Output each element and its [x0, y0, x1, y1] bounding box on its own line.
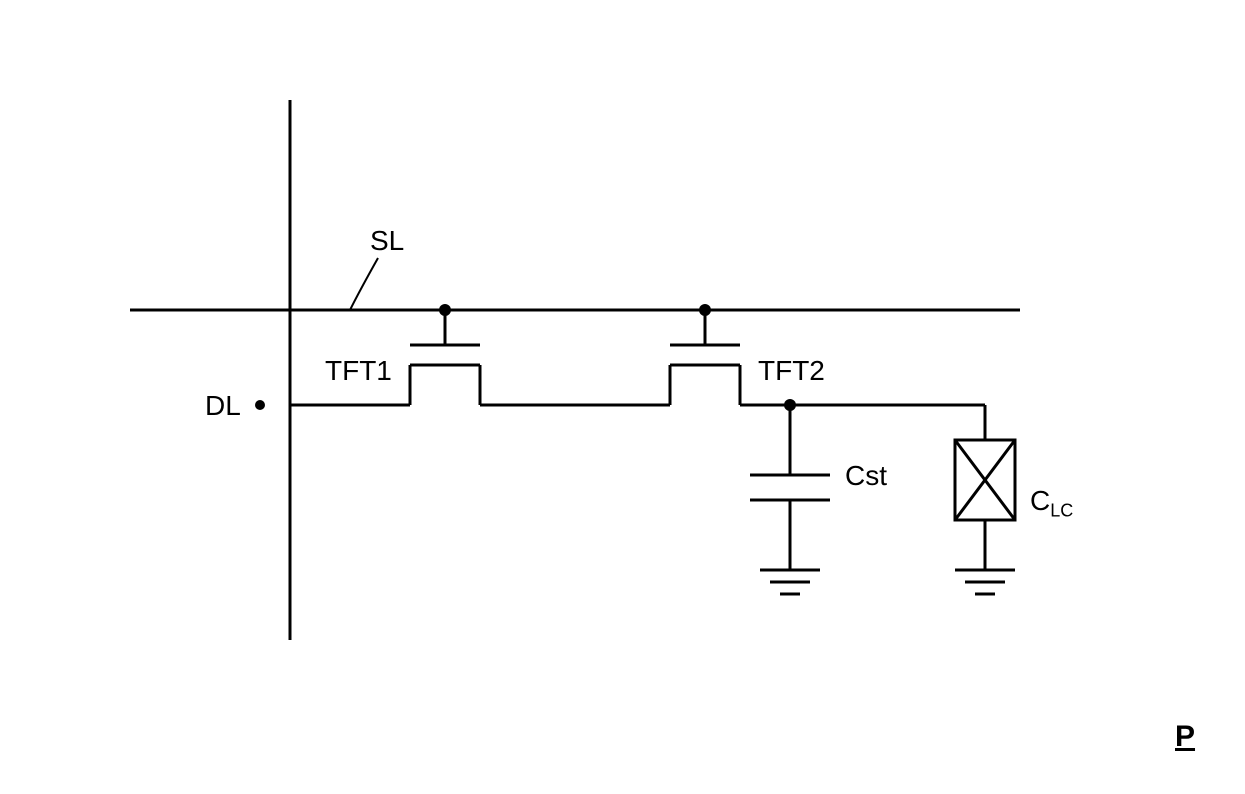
circuit-diagram: [0, 0, 1245, 794]
tft2-label: TFT2: [758, 355, 825, 387]
clc-base: C: [1030, 485, 1050, 516]
clc-label: CLC: [1030, 485, 1073, 522]
junction-dot: [255, 400, 265, 410]
sl-leader: [350, 258, 378, 310]
p-label: P: [1175, 720, 1195, 754]
cst-label: Cst: [845, 460, 887, 492]
sl-label: SL: [370, 225, 404, 257]
tft1-label: TFT1: [325, 355, 392, 387]
clc-sub: LC: [1050, 501, 1073, 521]
dl-label: DL: [205, 390, 241, 422]
